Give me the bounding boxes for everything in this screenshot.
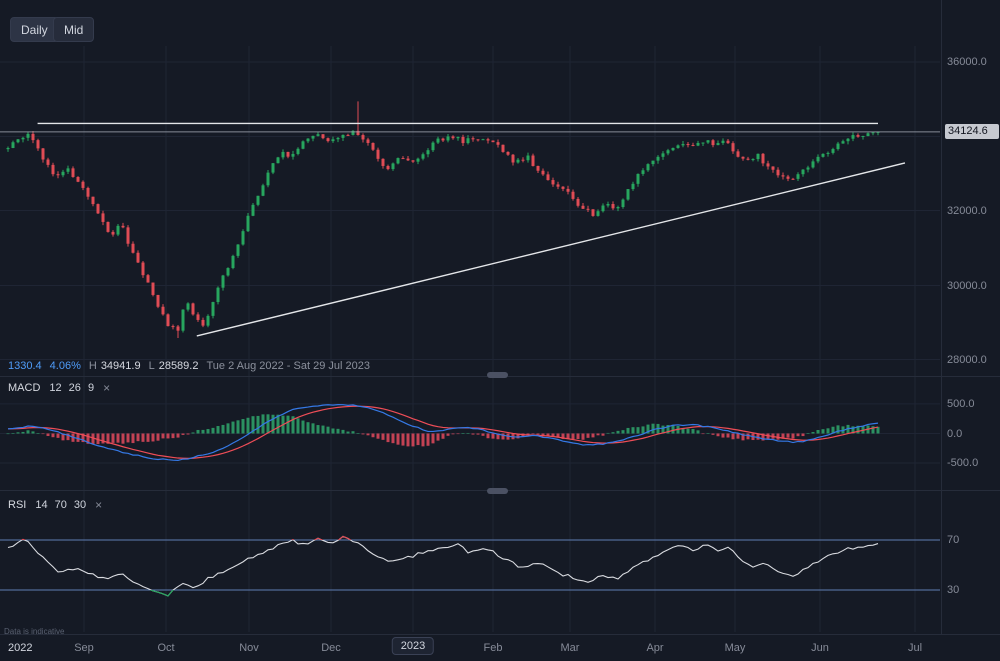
time-axis-label-2022: 2022 [8,642,33,654]
data-indicative-note: Data is indicative [4,627,65,636]
time-axis-label-Mar: Mar [560,642,580,654]
rsi-series [0,535,940,597]
timeframe-mid-button[interactable]: Mid [53,17,95,42]
price-axis-label: 32000.0 [947,204,987,217]
low-label: L [148,360,155,372]
time-axis-label-Jul: Jul [907,642,923,654]
macd-indicator-header: MACD 12 26 9 × [8,380,111,395]
timeframe-daily-button[interactable]: Daily [10,17,59,42]
high-value: 34941.9 [100,360,141,372]
time-axis-label-Oct: Oct [157,642,175,654]
candlestick-series [6,101,880,339]
gridlines [0,0,1000,635]
time-axis-label-Dec: Dec [321,642,341,654]
price-axis-label: 30000.0 [947,279,987,292]
rsi-name: RSI [8,499,27,511]
low-value: 28589.2 [158,360,199,372]
panel-resize-handle-macd[interactable] [487,372,508,378]
macd-axis-label: 0.0 [947,427,963,440]
price-change: 1330.4 [8,360,42,372]
time-axis-label-Apr: Apr [646,642,664,654]
rsi-params: 14 70 30 [35,499,87,511]
last-price-tag: 34124.6 [945,124,999,139]
period-high: H 34941.9 [89,360,141,372]
macd-series [6,404,880,462]
ohlc-info-line: 1330.4 4.06% H 34941.9 L 28589.2 Tue 2 A… [8,360,370,372]
rsi-indicator-header: RSI 14 70 30 × [8,497,103,512]
rsi-axis-label: 70 [947,534,960,546]
panel-resize-handle-rsi[interactable] [487,488,508,494]
time-axis-label-2023: 2023 [391,637,435,655]
macd-axis-label: 500.0 [947,397,975,410]
period-low: L 28589.2 [149,360,199,372]
macd-axis-label: -500.0 [947,457,979,469]
price-change-pct: 4.06% [49,360,81,372]
rsi-close-icon[interactable]: × [95,497,103,512]
time-axis-label-Sep: Sep [74,642,94,654]
time-axis-label-Feb: Feb [483,642,503,654]
macd-name: MACD [8,382,41,394]
price-axis-label: 36000.0 [947,56,987,68]
time-axis-label-Nov: Nov [239,642,259,654]
time-axis-label-Jun: Jun [811,642,829,654]
high-label: H [88,360,97,372]
macd-params: 12 26 9 [49,382,95,394]
date-range: Tue 2 Aug 2022 - Sat 29 Jul 2023 [206,360,370,372]
price-axis-label: 28000.0 [947,353,987,366]
drawn-trend-lines[interactable] [0,122,940,337]
time-axis-label-May: May [724,642,746,654]
rsi-axis-label: 30 [947,584,960,596]
macd-close-icon[interactable]: × [103,380,111,395]
